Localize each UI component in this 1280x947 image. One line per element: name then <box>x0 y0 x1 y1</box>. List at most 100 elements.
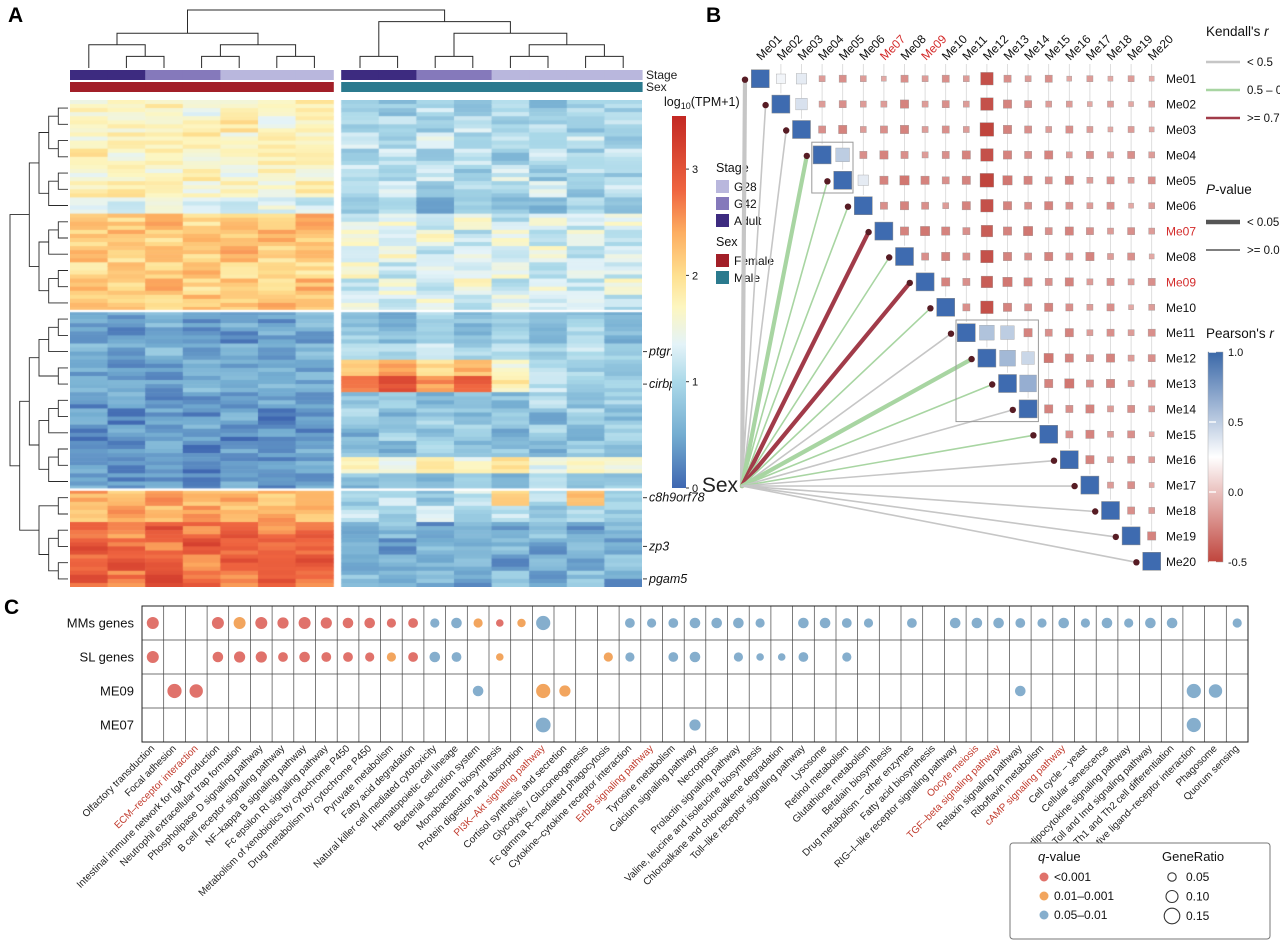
correlation-cell <box>980 300 994 314</box>
correlation-cell <box>881 75 887 82</box>
enrichment-dot <box>798 652 809 662</box>
sex-line <box>741 205 849 487</box>
correlation-cell <box>979 122 994 137</box>
correlation-cell <box>1044 302 1054 312</box>
correlation-cell <box>900 226 909 236</box>
correlation-cell <box>1107 405 1114 413</box>
correlation-cell <box>1003 201 1012 211</box>
cluster-outline <box>811 141 854 194</box>
correlation-cell <box>941 74 950 83</box>
expression-colorbar: log10(TPM+1) 3 2 1 0 <box>664 95 740 495</box>
diagonal-cell <box>1080 475 1100 495</box>
gene-label: pgam5 <box>648 572 687 586</box>
correlation-cell <box>860 100 867 108</box>
dotplot-legend: q-value <0.001 0.01–0.001 0.05–0.01 GeneRati… <box>1009 842 1271 940</box>
correlation-cell <box>1148 304 1155 311</box>
enrichment-dot <box>278 652 288 662</box>
enrichment-dot <box>342 617 354 629</box>
correlation-cell <box>838 74 847 83</box>
enrichment-dot <box>1058 617 1069 629</box>
enrichment-dot <box>451 617 462 629</box>
module-anchor-dot <box>886 254 893 261</box>
module-anchor-dot <box>803 152 810 160</box>
qvalue-legend-label: <0.001 <box>1054 870 1091 884</box>
correlation-cells <box>751 69 1161 571</box>
enrichment-dot <box>234 651 246 663</box>
correlation-cell <box>1127 506 1135 515</box>
sex-annotation-cell <box>70 82 109 92</box>
module-labels: Me01Me01Me02Me02Me03Me03Me04Me04Me05Me05… <box>754 32 1197 569</box>
correlation-cell <box>1148 75 1155 82</box>
correlation-cell <box>1127 455 1135 464</box>
colorbar-tick-label: 3 <box>692 164 698 176</box>
correlation-cell <box>941 125 950 134</box>
correlation-cell <box>941 176 950 185</box>
module-anchor-dot <box>762 101 769 109</box>
correlation-cell <box>1003 302 1012 312</box>
stage-annotation-cell <box>70 70 109 80</box>
enrichment-dot <box>255 651 267 663</box>
correlation-cell <box>962 303 971 312</box>
module-row-label: Me12 <box>1166 352 1196 366</box>
correlation-cell <box>1127 481 1135 489</box>
module-anchor-dot <box>865 228 872 236</box>
correlation-cell <box>1003 125 1012 134</box>
correlation-cell <box>1085 404 1095 414</box>
enrichment-dot <box>364 617 376 629</box>
enrichment-dot <box>211 617 224 629</box>
correlation-cell <box>1106 176 1115 185</box>
correlation-cell <box>1085 455 1095 465</box>
correlation-cell <box>879 175 889 185</box>
diagonal-cell <box>1060 450 1079 469</box>
enrichment-dot <box>907 618 917 628</box>
enrichment-dot <box>536 615 551 631</box>
correlation-cell <box>980 148 994 162</box>
enrichment-dot <box>1166 617 1178 629</box>
correlation-cell <box>921 201 929 210</box>
correlation-cell <box>1127 430 1135 439</box>
enrichment-dot <box>756 653 764 661</box>
gene-label: ptgr1 <box>648 345 678 359</box>
sex-line <box>741 383 994 487</box>
enrichment-dot <box>625 652 635 662</box>
stage-annotation-cell <box>295 70 334 80</box>
correlation-cell <box>1021 351 1035 365</box>
stage-annotation-cell <box>182 70 221 80</box>
enrichment-dot <box>1124 618 1134 628</box>
column-annotation-bars <box>70 70 643 92</box>
module-row-label: Me09 <box>1166 275 1196 289</box>
pvalue-legend-label: < 0.05 <box>1247 217 1279 229</box>
correlation-cell <box>1127 329 1135 336</box>
enrichment-dot <box>1015 685 1026 697</box>
enrichment-dot <box>321 652 332 662</box>
correlation-cell <box>1107 481 1114 489</box>
qvalue-legend-label: 0.01–0.001 <box>1054 889 1114 903</box>
enrichment-dot <box>647 618 657 628</box>
enrichment-dot <box>993 617 1004 629</box>
sex-annotation-cell <box>258 82 297 92</box>
kendall-legend-label: < 0.5 <box>1247 57 1273 69</box>
enrichment-dot <box>689 651 701 663</box>
module-row-label: Me07 <box>1166 225 1196 239</box>
gene-label: zp3 <box>648 539 669 553</box>
correlation-cell <box>999 350 1016 367</box>
correlation-cell <box>900 201 909 211</box>
stage-legend-swatch <box>716 180 729 193</box>
correlation-cell <box>1043 353 1054 363</box>
enrichment-dot <box>386 618 396 628</box>
correlation-cell <box>900 151 909 159</box>
colorbar-gradient <box>672 116 686 488</box>
correlation-cell <box>818 75 826 82</box>
enrichment-dot <box>1186 683 1201 699</box>
enrichment-dot <box>343 652 353 662</box>
correlation-cell <box>941 100 950 108</box>
pearson-legend-title: Pearson's r <box>1206 326 1274 341</box>
kendall-legend-label: 0.5 – 0.7 <box>1247 85 1280 97</box>
stage-legend-title: Stage <box>716 161 749 175</box>
panel-b-module-correlation: Me01Me01Me02Me02Me03Me03Me04Me04Me05Me05… <box>702 24 1280 571</box>
kendall-legend: Kendall's r < 0.5 0.5 – 0.7 >= 0.7 <box>1206 24 1280 125</box>
qvalue-legend-dot <box>1039 910 1049 920</box>
enrichment-dot <box>451 652 462 662</box>
correlation-cell <box>980 72 994 86</box>
correlation-cell <box>979 173 994 188</box>
